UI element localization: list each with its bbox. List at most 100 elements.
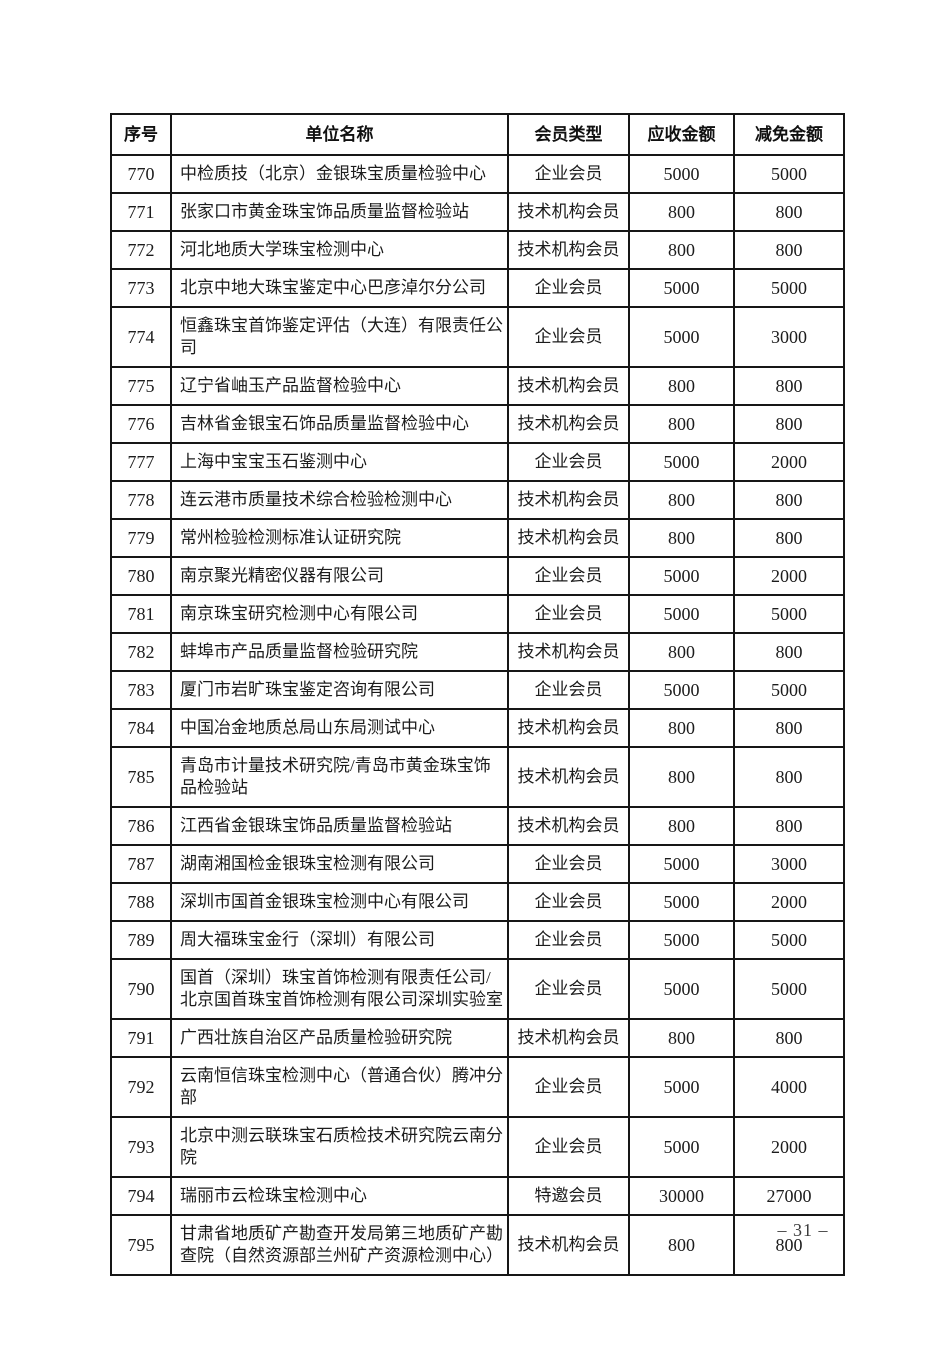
cell-unit-name: 南京聚光精密仪器有限公司 [170, 556, 509, 596]
cell-serial: 794 [110, 1176, 172, 1216]
cell-member-type: 企业会员 [507, 670, 630, 710]
cell-reduction-amount: 5000 [733, 958, 845, 1020]
cell-serial: 776 [110, 404, 172, 444]
cell-reduction-amount: 800 [733, 746, 845, 808]
table-row: 774 恒鑫珠宝首饰鉴定评估（大连）有限责任公司 企业会员 5000 3000 [110, 306, 845, 368]
cell-reduction-amount: 800 [733, 518, 845, 558]
table-row: 778 连云港市质量技术综合检验检测中心 技术机构会员 800 800 [110, 480, 845, 520]
cell-receivable-amount: 5000 [628, 958, 735, 1020]
cell-unit-name: 甘肃省地质矿产勘查开发局第三地质矿产勘查院（自然资源部兰州矿产资源检测中心） [170, 1214, 509, 1276]
cell-member-type: 企业会员 [507, 920, 630, 960]
cell-unit-name: 瑞丽市云检珠宝检测中心 [170, 1176, 509, 1216]
column-header-reduction-amount: 减免金额 [733, 113, 845, 156]
table-row: 793 北京中测云联珠宝石质检技术研究院云南分院 企业会员 5000 2000 [110, 1116, 845, 1178]
cell-receivable-amount: 800 [628, 1214, 735, 1276]
cell-unit-name: 蚌埠市产品质量监督检验研究院 [170, 632, 509, 672]
cell-receivable-amount: 5000 [628, 154, 735, 194]
cell-member-type: 技术机构会员 [507, 404, 630, 444]
cell-reduction-amount: 3000 [733, 306, 845, 368]
cell-member-type: 企业会员 [507, 556, 630, 596]
column-header-receivable-amount: 应收金额 [628, 113, 735, 156]
cell-receivable-amount: 5000 [628, 920, 735, 960]
table-row: 795 甘肃省地质矿产勘查开发局第三地质矿产勘查院（自然资源部兰州矿产资源检测中心… [110, 1214, 845, 1276]
cell-reduction-amount: 3000 [733, 844, 845, 884]
cell-member-type: 企业会员 [507, 268, 630, 308]
cell-serial: 793 [110, 1116, 172, 1178]
table-header-row: 序号 单位名称 会员类型 应收金额 减免金额 [110, 113, 845, 156]
cell-member-type: 企业会员 [507, 958, 630, 1020]
table-row: 788 深圳市国首金银珠宝检测中心有限公司 企业会员 5000 2000 [110, 882, 845, 922]
cell-receivable-amount: 5000 [628, 556, 735, 596]
cell-receivable-amount: 5000 [628, 844, 735, 884]
table-row: 775 辽宁省岫玉产品监督检验中心 技术机构会员 800 800 [110, 366, 845, 406]
cell-reduction-amount: 5000 [733, 154, 845, 194]
cell-receivable-amount: 800 [628, 632, 735, 672]
cell-receivable-amount: 5000 [628, 1056, 735, 1118]
cell-unit-name: 辽宁省岫玉产品监督检验中心 [170, 366, 509, 406]
cell-serial: 782 [110, 632, 172, 672]
cell-receivable-amount: 30000 [628, 1176, 735, 1216]
cell-reduction-amount: 2000 [733, 556, 845, 596]
table-row: 783 厦门市岩旷珠宝鉴定咨询有限公司 企业会员 5000 5000 [110, 670, 845, 710]
table-row: 789 周大福珠宝金行（深圳）有限公司 企业会员 5000 5000 [110, 920, 845, 960]
cell-reduction-amount: 5000 [733, 268, 845, 308]
cell-reduction-amount: 800 [733, 806, 845, 846]
cell-serial: 791 [110, 1018, 172, 1058]
table-body: 770 中检质技（北京）金银珠宝质量检验中心 企业会员 5000 5000 771 张家口市… [110, 154, 845, 1276]
cell-receivable-amount: 800 [628, 404, 735, 444]
cell-reduction-amount: 800 [733, 404, 845, 444]
cell-reduction-amount: 4000 [733, 1056, 845, 1118]
cell-reduction-amount: 800 [733, 1018, 845, 1058]
cell-reduction-amount: 27000 [733, 1176, 845, 1216]
cell-receivable-amount: 800 [628, 230, 735, 270]
cell-receivable-amount: 800 [628, 192, 735, 232]
cell-member-type: 技术机构会员 [507, 480, 630, 520]
table-row: 777 上海中宝宝玉石鉴测中心 企业会员 5000 2000 [110, 442, 845, 482]
cell-serial: 788 [110, 882, 172, 922]
cell-member-type: 技术机构会员 [507, 366, 630, 406]
cell-unit-name: 深圳市国首金银珠宝检测中心有限公司 [170, 882, 509, 922]
cell-member-type: 企业会员 [507, 442, 630, 482]
table-row: 771 张家口市黄金珠宝饰品质量监督检验站 技术机构会员 800 800 [110, 192, 845, 232]
cell-member-type: 企业会员 [507, 844, 630, 884]
cell-serial: 773 [110, 268, 172, 308]
cell-member-type: 技术机构会员 [507, 230, 630, 270]
cell-member-type: 企业会员 [507, 1116, 630, 1178]
cell-serial: 779 [110, 518, 172, 558]
column-header-serial: 序号 [110, 113, 172, 156]
cell-reduction-amount: 2000 [733, 442, 845, 482]
cell-unit-name: 南京珠宝研究检测中心有限公司 [170, 594, 509, 634]
cell-unit-name: 上海中宝宝玉石鉴测中心 [170, 442, 509, 482]
cell-receivable-amount: 800 [628, 806, 735, 846]
cell-reduction-amount: 5000 [733, 594, 845, 634]
cell-reduction-amount: 2000 [733, 882, 845, 922]
cell-unit-name: 中国冶金地质总局山东局测试中心 [170, 708, 509, 748]
cell-member-type: 企业会员 [507, 306, 630, 368]
table-row: 784 中国冶金地质总局山东局测试中心 技术机构会员 800 800 [110, 708, 845, 748]
cell-receivable-amount: 800 [628, 746, 735, 808]
cell-unit-name: 厦门市岩旷珠宝鉴定咨询有限公司 [170, 670, 509, 710]
cell-reduction-amount: 800 [733, 1214, 845, 1276]
cell-member-type: 技术机构会员 [507, 518, 630, 558]
table-row: 780 南京聚光精密仪器有限公司 企业会员 5000 2000 [110, 556, 845, 596]
cell-member-type: 企业会员 [507, 154, 630, 194]
cell-serial: 780 [110, 556, 172, 596]
cell-serial: 783 [110, 670, 172, 710]
cell-serial: 770 [110, 154, 172, 194]
table-row: 770 中检质技（北京）金银珠宝质量检验中心 企业会员 5000 5000 [110, 154, 845, 194]
cell-unit-name: 湖南湘国检金银珠宝检测有限公司 [170, 844, 509, 884]
cell-unit-name: 周大福珠宝金行（深圳）有限公司 [170, 920, 509, 960]
cell-receivable-amount: 800 [628, 1018, 735, 1058]
cell-serial: 781 [110, 594, 172, 634]
cell-reduction-amount: 5000 [733, 920, 845, 960]
cell-member-type: 企业会员 [507, 882, 630, 922]
cell-unit-name: 连云港市质量技术综合检验检测中心 [170, 480, 509, 520]
cell-receivable-amount: 800 [628, 480, 735, 520]
table-row: 792 云南恒信珠宝检测中心（普通合伙）腾冲分部 企业会员 5000 4000 [110, 1056, 845, 1118]
cell-unit-name: 张家口市黄金珠宝饰品质量监督检验站 [170, 192, 509, 232]
cell-member-type: 特邀会员 [507, 1176, 630, 1216]
cell-serial: 775 [110, 366, 172, 406]
cell-reduction-amount: 800 [733, 632, 845, 672]
cell-serial: 787 [110, 844, 172, 884]
